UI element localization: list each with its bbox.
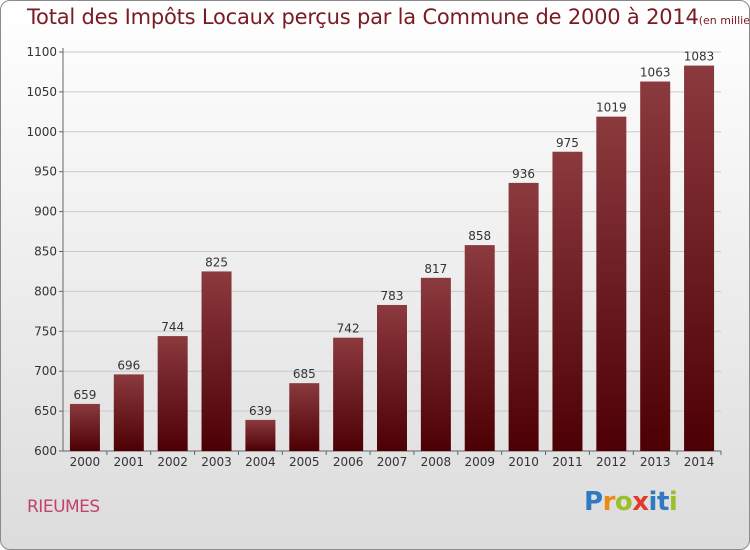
- value-label-2014: 1083: [684, 50, 715, 64]
- bar-2012: [596, 116, 627, 451]
- y-tick-label: 1100: [26, 45, 57, 59]
- bar-2006: [333, 337, 364, 451]
- chart-title-text: Total des Impôts Locaux perçus par la Co…: [27, 5, 699, 29]
- bar-2013: [640, 81, 671, 451]
- value-label-2008: 817: [424, 262, 447, 276]
- bar-2005: [289, 383, 320, 451]
- x-tick-label-2008: 2008: [421, 455, 452, 469]
- bar-2010: [508, 182, 539, 451]
- value-label-2007: 783: [381, 289, 404, 303]
- x-tick-label-2004: 2004: [245, 455, 276, 469]
- value-label-2005: 685: [293, 367, 316, 381]
- y-tick-label: 600: [34, 444, 57, 458]
- value-label-2009: 858: [468, 229, 491, 243]
- value-label-2000: 659: [73, 388, 96, 402]
- x-tick-label-2009: 2009: [464, 455, 495, 469]
- y-tick-label: 850: [34, 245, 57, 259]
- value-label-2004: 639: [249, 404, 272, 418]
- commune-name: RIEUMES: [27, 497, 100, 517]
- y-tick-label: 700: [34, 364, 57, 378]
- value-label-2012: 1019: [596, 101, 627, 115]
- x-tick-label-2002: 2002: [157, 455, 188, 469]
- value-label-2001: 696: [117, 358, 140, 372]
- bar-2001: [113, 374, 144, 451]
- y-tick-label: 900: [34, 205, 57, 219]
- y-tick-label: 800: [34, 284, 57, 298]
- bar-2004: [245, 419, 276, 451]
- y-tick-label: 1050: [26, 85, 57, 99]
- bar-2014: [684, 65, 715, 451]
- value-label-2013: 1063: [640, 66, 671, 80]
- chart-title: Total des Impôts Locaux perçus par la Co…: [27, 5, 750, 29]
- bar-2008: [420, 277, 451, 451]
- proxiti-logo: Proxiti: [584, 487, 678, 517]
- x-tick-label-2012: 2012: [596, 455, 627, 469]
- bar-2009: [464, 245, 495, 451]
- y-tick-label: 1000: [26, 125, 57, 139]
- value-label-2002: 744: [161, 320, 184, 334]
- bar-2000: [69, 403, 100, 451]
- x-tick-label-2011: 2011: [552, 455, 583, 469]
- bar-2003: [201, 271, 232, 451]
- x-tick-label-2001: 2001: [114, 455, 145, 469]
- x-tick-label-2007: 2007: [377, 455, 408, 469]
- y-tick-label: 650: [34, 404, 57, 418]
- x-tick-label-2014: 2014: [684, 455, 715, 469]
- y-tick-label: 750: [34, 324, 57, 338]
- bar-2007: [377, 304, 407, 451]
- unit-label: (en milliers d'€): [698, 14, 750, 27]
- x-tick-label-2013: 2013: [640, 455, 671, 469]
- bar-2002: [157, 336, 188, 451]
- bar-2011: [552, 151, 583, 451]
- value-label-2010: 936: [512, 167, 535, 181]
- value-label-2006: 742: [337, 322, 360, 336]
- y-tick-label: 950: [34, 165, 57, 179]
- x-tick-label-2010: 2010: [508, 455, 539, 469]
- x-tick-label-2000: 2000: [70, 455, 101, 469]
- value-label-2011: 975: [556, 136, 579, 150]
- x-tick-label-2005: 2005: [289, 455, 320, 469]
- x-tick-label-2003: 2003: [201, 455, 232, 469]
- value-label-2003: 825: [205, 255, 228, 269]
- x-tick-label-2006: 2006: [333, 455, 364, 469]
